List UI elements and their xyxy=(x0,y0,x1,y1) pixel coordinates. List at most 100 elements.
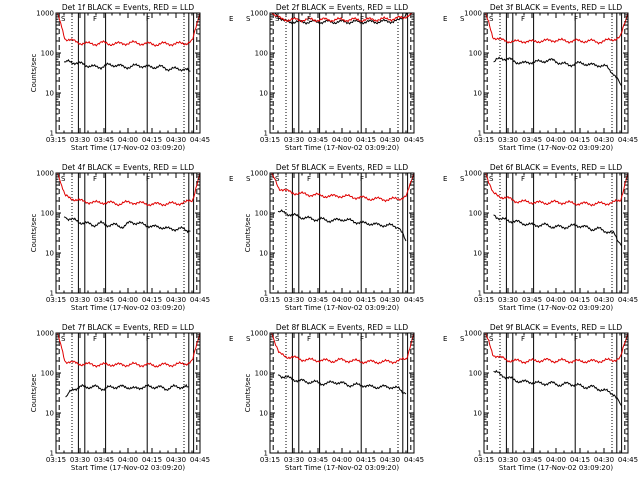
x-tick-label: 04:15 xyxy=(356,296,376,304)
lld-series-line xyxy=(485,12,629,45)
event-marker-label: E xyxy=(443,175,447,183)
events-series-line xyxy=(64,59,191,72)
event-marker-label: F xyxy=(360,175,364,183)
event-marker-label: S xyxy=(61,175,66,183)
y-tick-label: 100 xyxy=(41,210,54,218)
x-tick-label: 04:15 xyxy=(570,136,590,144)
panel-title: Det 1f BLACK = Events, RED = LLD xyxy=(62,3,195,12)
panel-title: Det 3f BLACK = Events, RED = LLD xyxy=(490,3,623,12)
events-series-line xyxy=(493,369,623,407)
detector-panel: Det 2f BLACK = Events, RED = LLD 1 10 100 10… xyxy=(250,3,465,152)
event-marker-label: S xyxy=(489,335,494,343)
x-tick-label: 03:15 xyxy=(46,456,66,464)
events-series-line xyxy=(65,383,189,398)
x-axis-label: Start Time (17-Nov-02 03:09:20) xyxy=(499,464,613,472)
y-tick-label: 1 xyxy=(264,130,268,138)
y-tick-label: 1 xyxy=(50,130,54,138)
event-marker-label: F xyxy=(146,15,150,23)
x-tick-label: 03:45 xyxy=(94,136,114,144)
x-tick-label: 04:15 xyxy=(570,296,590,304)
x-tick-label: 04:15 xyxy=(356,136,376,144)
event-marker-label: E xyxy=(229,15,233,23)
y-tick-label: 1000 xyxy=(250,170,268,178)
x-tick-label: 04:30 xyxy=(594,296,614,304)
x-tick-label: 03:30 xyxy=(498,456,518,464)
event-marker-label: F xyxy=(521,175,525,183)
event-marker-label: S xyxy=(246,335,251,343)
event-marker-label: S xyxy=(246,175,251,183)
x-tick-label: 03:15 xyxy=(474,296,494,304)
plot-frame xyxy=(55,172,201,294)
y-tick-label: 1000 xyxy=(36,330,54,338)
x-tick-label: 03:15 xyxy=(260,296,280,304)
event-marker-label: F xyxy=(574,335,578,343)
x-axis-label: Start Time (17-Nov-02 03:09:20) xyxy=(71,464,185,472)
lld-series-line xyxy=(485,172,629,207)
x-axis-label: Start Time (17-Nov-02 03:09:20) xyxy=(285,464,399,472)
event-marker-label: E xyxy=(229,335,233,343)
event-marker-label: S xyxy=(275,335,280,343)
event-marker-label: F xyxy=(307,335,311,343)
y-tick-label: 10 xyxy=(473,90,482,98)
x-axis-label: Start Time (17-Nov-02 03:09:20) xyxy=(71,304,185,312)
x-tick-label: 03:45 xyxy=(94,456,114,464)
event-marker-label: F xyxy=(574,15,578,23)
y-tick-label: 10 xyxy=(473,250,482,258)
x-tick-label: 03:30 xyxy=(70,456,90,464)
events-series-line xyxy=(277,209,407,242)
event-marker-label: F xyxy=(146,335,150,343)
event-marker-label: F xyxy=(93,335,97,343)
event-marker-label: F xyxy=(360,15,364,23)
x-tick-label: 04:00 xyxy=(332,296,352,304)
x-tick-label: 03:15 xyxy=(46,296,66,304)
event-marker-label: F xyxy=(93,175,97,183)
x-tick-label: 04:15 xyxy=(570,456,590,464)
x-tick-label: 03:15 xyxy=(46,136,66,144)
event-marker-label: S xyxy=(489,15,494,23)
y-tick-label: 1000 xyxy=(250,330,268,338)
y-tick-label: 100 xyxy=(255,370,268,378)
x-tick-label: 04:15 xyxy=(142,456,162,464)
y-tick-label: 1000 xyxy=(464,170,482,178)
event-marker-label: S xyxy=(246,15,251,23)
plot-frame xyxy=(55,12,201,134)
y-tick-label: 1 xyxy=(478,130,482,138)
x-tick-label: 03:15 xyxy=(474,136,494,144)
detector-panel: Det 6f BLACK = Events, RED = LLD 1 10 100 10… xyxy=(464,163,638,312)
y-axis-label: Counts/sec xyxy=(244,374,252,413)
x-tick-label: 03:30 xyxy=(284,136,304,144)
x-tick-label: 04:00 xyxy=(332,456,352,464)
y-tick-label: 10 xyxy=(45,250,54,258)
x-tick-label: 04:15 xyxy=(142,136,162,144)
x-tick-label: 04:45 xyxy=(618,136,638,144)
detector-panel: Det 9f BLACK = Events, RED = LLD 1 10 100 10… xyxy=(464,323,638,472)
events-series-line xyxy=(63,216,191,234)
event-marker-label: E xyxy=(443,15,447,23)
y-tick-label: 10 xyxy=(45,410,54,418)
y-tick-label: 1000 xyxy=(464,330,482,338)
detector-panel: Det 1f BLACK = Events, RED = LLD 1 10 100 10… xyxy=(30,3,251,152)
lld-series-line xyxy=(57,12,201,47)
x-tick-label: 04:00 xyxy=(118,136,138,144)
y-tick-label: 1 xyxy=(50,290,54,298)
x-tick-label: 04:45 xyxy=(404,296,424,304)
panel-title: Det 4f BLACK = Events, RED = LLD xyxy=(62,163,195,172)
x-tick-label: 03:30 xyxy=(498,296,518,304)
x-tick-label: 04:45 xyxy=(618,456,638,464)
y-tick-label: 10 xyxy=(259,410,268,418)
detector-panel: Det 8f BLACK = Events, RED = LLD 1 10 100 10… xyxy=(244,323,465,472)
event-marker-label: F xyxy=(521,335,525,343)
x-axis-label: Start Time (17-Nov-02 03:09:20) xyxy=(499,304,613,312)
panel-title: Det 6f BLACK = Events, RED = LLD xyxy=(490,163,623,172)
x-tick-label: 03:45 xyxy=(308,136,328,144)
plot-frame xyxy=(55,332,201,454)
x-axis-label: Start Time (17-Nov-02 03:09:20) xyxy=(499,144,613,152)
y-tick-label: 1000 xyxy=(36,170,54,178)
event-marker-label: F xyxy=(574,175,578,183)
events-series-line xyxy=(493,56,623,87)
x-tick-label: 04:30 xyxy=(380,296,400,304)
x-tick-label: 04:00 xyxy=(546,296,566,304)
y-tick-label: 100 xyxy=(41,370,54,378)
event-marker-label: F xyxy=(93,15,97,23)
